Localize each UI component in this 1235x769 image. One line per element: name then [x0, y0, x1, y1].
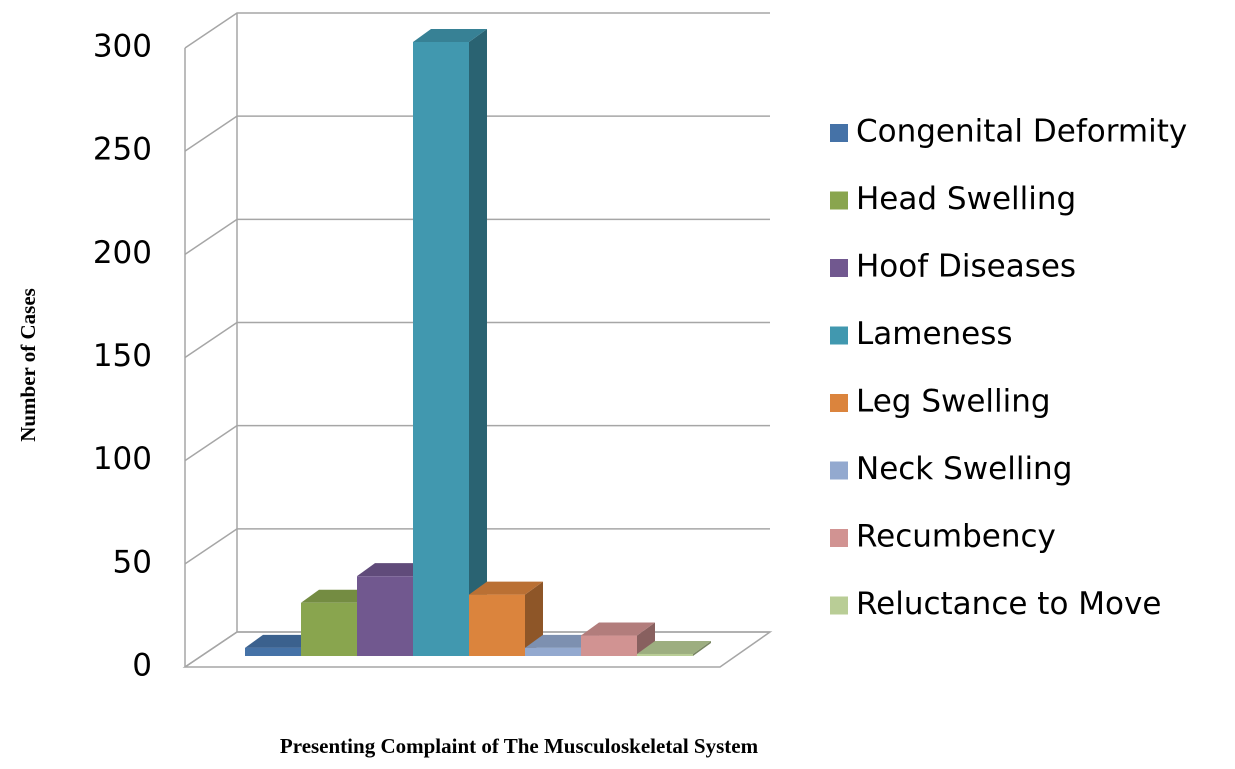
legend-swatch: [830, 461, 848, 480]
bar-front: [245, 647, 301, 656]
legend-label: Recumbency: [856, 519, 1056, 555]
bar-top: [301, 589, 375, 603]
legend-swatch: [830, 394, 848, 412]
bar-top: [413, 29, 487, 42]
bar-front: [301, 602, 357, 656]
legend-swatch: [830, 259, 848, 277]
legend-swatch: [830, 191, 848, 210]
legend-swatch: [830, 596, 848, 615]
bar-front: [637, 653, 693, 656]
bar-side: [693, 640, 711, 656]
y-axis-title: Number of Cases: [16, 288, 40, 442]
bar: [413, 29, 487, 656]
bar: [469, 581, 543, 656]
legend-swatch: [830, 529, 848, 547]
y-tick-label: 100: [93, 441, 152, 477]
legend-label: Lameness: [856, 316, 1013, 352]
legend-label: Hoof Diseases: [856, 249, 1076, 285]
bar-top: [581, 622, 655, 636]
legend-label: Neck Swelling: [856, 451, 1072, 487]
bar-front: [581, 635, 637, 656]
grid-line: [184, 218, 770, 255]
legend-label: Head Swelling: [856, 181, 1076, 217]
y-tick-label: 150: [93, 338, 152, 374]
grid-line: [184, 528, 770, 565]
grid-line: [184, 12, 770, 49]
y-tick-label: 300: [93, 29, 152, 65]
bar-side: [525, 581, 543, 656]
bar-front: [413, 42, 469, 656]
legend-swatch: [830, 124, 848, 142]
bar-front: [469, 594, 525, 656]
legend-swatch: [830, 326, 848, 345]
bar-top: [469, 581, 543, 595]
legend-label: Leg Swelling: [856, 384, 1051, 420]
bar-top: [245, 634, 319, 648]
grid-line: [184, 321, 770, 359]
bar-front: [525, 647, 581, 656]
bar-front: [357, 576, 413, 656]
bar-top: [357, 563, 431, 577]
y-tick-label: 250: [93, 132, 152, 168]
bar-top: [637, 640, 711, 654]
grid-line: [184, 115, 770, 152]
bar-top: [525, 634, 599, 648]
bar-side: [469, 29, 487, 656]
y-tick-label: 0: [132, 648, 152, 684]
grid-line: [184, 424, 770, 462]
bar-side: [637, 622, 655, 656]
y-tick-label: 200: [93, 235, 152, 271]
legend-label: Reluctance to Move: [856, 586, 1161, 622]
x-axis-title: Presenting Complaint of The Musculoskele…: [280, 734, 759, 758]
legend-label: Congenital Deformity: [856, 114, 1187, 150]
bar: [581, 622, 655, 656]
y-tick-label: 50: [113, 544, 152, 580]
bar: [637, 640, 711, 656]
